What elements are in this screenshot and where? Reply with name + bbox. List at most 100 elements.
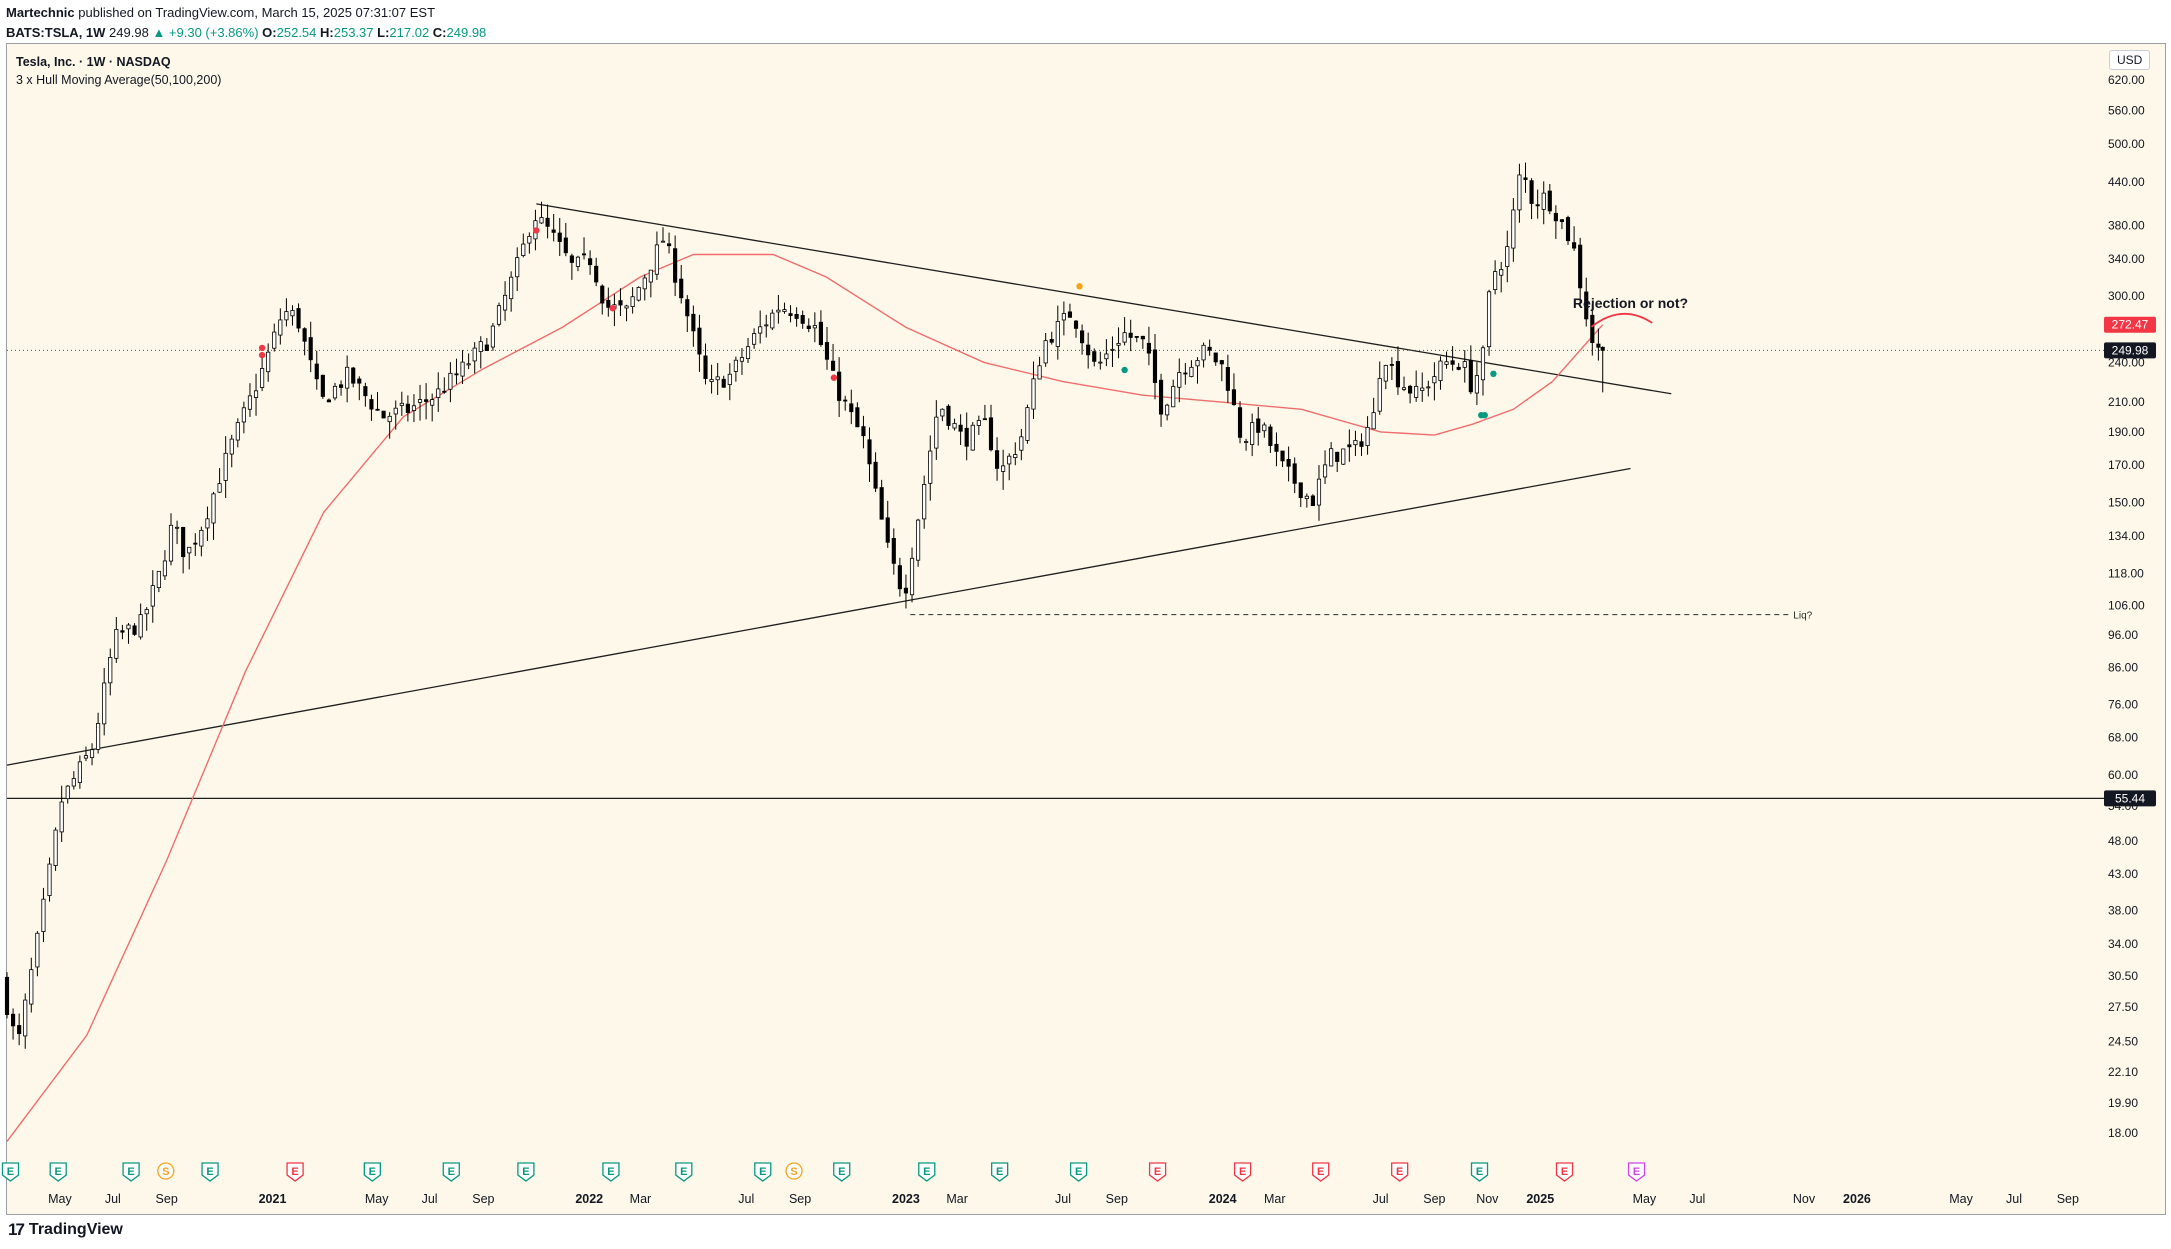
candle-body — [952, 423, 957, 429]
candle-body — [1414, 385, 1419, 398]
chart-legend: Tesla, Inc. · 1W · NASDAQ 3 x Hull Movin… — [16, 53, 221, 89]
split-event-icon: S — [785, 1162, 803, 1180]
candle-body — [1462, 361, 1467, 368]
last-price-tag-label: 249.98 — [2112, 343, 2149, 357]
event-letter: E — [996, 1166, 1003, 1178]
candle-body — [1007, 455, 1012, 465]
candle-body — [630, 296, 635, 307]
earnings-event-icon: E — [1233, 1162, 1252, 1182]
event-letter: E — [923, 1166, 930, 1178]
earnings-event-icon: E — [1391, 1162, 1409, 1182]
tradingview-brand: TradingView — [28, 1221, 123, 1238]
candle-body — [1225, 367, 1230, 391]
candle-body — [1572, 242, 1577, 249]
signal-dot — [258, 351, 266, 359]
candle-body — [909, 557, 915, 596]
author-name[interactable]: Martechnic — [6, 5, 75, 20]
candle-body — [964, 427, 969, 447]
candle-body — [278, 319, 283, 336]
candle-body — [1408, 385, 1413, 394]
candle-body — [830, 360, 836, 371]
event-letter: E — [291, 1166, 298, 1178]
currency-button[interactable]: USD — [2109, 50, 2151, 70]
event-letter: E — [1633, 1166, 1640, 1178]
candle-body — [229, 438, 234, 455]
candle-body — [624, 305, 629, 309]
candle-body — [1401, 387, 1407, 390]
event-badge-shape — [1, 1162, 20, 1182]
candle-body — [114, 629, 119, 659]
signal-dot — [1121, 366, 1128, 374]
candle-body — [1049, 339, 1054, 343]
candle-body — [1001, 465, 1006, 472]
candle-body — [1553, 212, 1558, 222]
candle-body — [1523, 177, 1528, 180]
event-badge-shape — [785, 1162, 803, 1180]
candle-body — [1256, 418, 1261, 433]
candle-body — [897, 565, 902, 590]
candle-body — [1195, 360, 1200, 367]
y-tick-label: 620.00 — [2108, 73, 2145, 87]
candles — [4, 162, 1605, 1049]
close-value: 249.98 — [446, 25, 487, 40]
candle-body — [4, 976, 10, 1015]
plot-background — [7, 44, 2165, 1214]
candle-body — [266, 351, 271, 373]
candle-body — [381, 410, 386, 419]
event-letter: E — [7, 1166, 14, 1178]
candle-body — [1468, 360, 1473, 393]
candle-body — [11, 1013, 16, 1027]
event-badge-shape — [122, 1162, 140, 1182]
event-badge-shape — [1391, 1162, 1409, 1182]
candle-body — [527, 235, 532, 244]
y-tick-label: 60.00 — [2108, 768, 2138, 782]
candle-body — [1171, 386, 1176, 408]
support-price-tag-label: 55.44 — [2115, 791, 2145, 805]
earnings-event-icon: E — [1312, 1162, 1330, 1182]
candle-body — [29, 969, 34, 1005]
candle-body — [715, 376, 720, 381]
candle-body — [1177, 372, 1182, 388]
y-tick-label: 340.00 — [2108, 252, 2145, 266]
candle-body — [575, 256, 581, 267]
candle-body — [1389, 364, 1394, 366]
candle-body — [1231, 389, 1237, 406]
y-tick-label: 18.00 — [2108, 1126, 2138, 1140]
candle-body — [545, 217, 550, 227]
candle-body — [988, 417, 994, 451]
candle-body — [1158, 379, 1164, 415]
y-tick-label: 106.00 — [2108, 599, 2145, 613]
candle-body — [654, 244, 659, 275]
candle-body — [1073, 320, 1079, 329]
candle-body — [1316, 478, 1322, 506]
tradingview-logo[interactable]: 17 TradingView — [8, 1220, 123, 1240]
legend-indicator[interactable]: 3 x Hull Moving Average(50,100,200) — [16, 73, 222, 87]
legend-title[interactable]: Tesla, Inc. · 1W · NASDAQ — [16, 55, 171, 69]
y-tick-label: 24.50 — [2108, 1034, 2138, 1048]
candle-body — [1110, 348, 1115, 351]
candle-body — [77, 761, 82, 783]
candle-body — [1438, 360, 1443, 382]
candle-body — [666, 243, 672, 247]
candle-body — [922, 484, 927, 520]
candle-body — [65, 785, 70, 800]
candle-body — [1383, 365, 1388, 382]
y-tick-label: 170.00 — [2108, 458, 2145, 472]
candle-body — [162, 560, 167, 577]
event-letter: S — [162, 1166, 169, 1178]
candle-body — [1310, 495, 1315, 507]
candle-body — [1298, 482, 1303, 499]
candle-body — [1213, 352, 1218, 363]
event-letter: E — [1561, 1166, 1568, 1178]
candle-body — [727, 373, 732, 385]
candle-body — [745, 346, 751, 359]
x-tick-label: Sep — [1423, 1192, 1445, 1206]
candle-body — [430, 399, 435, 406]
candle-body — [1104, 353, 1109, 360]
event-letter: S — [790, 1166, 797, 1178]
last-price-tag — [2104, 342, 2156, 359]
signal-dot — [1481, 411, 1488, 419]
candle-body — [685, 299, 690, 317]
candle-body — [660, 240, 666, 243]
